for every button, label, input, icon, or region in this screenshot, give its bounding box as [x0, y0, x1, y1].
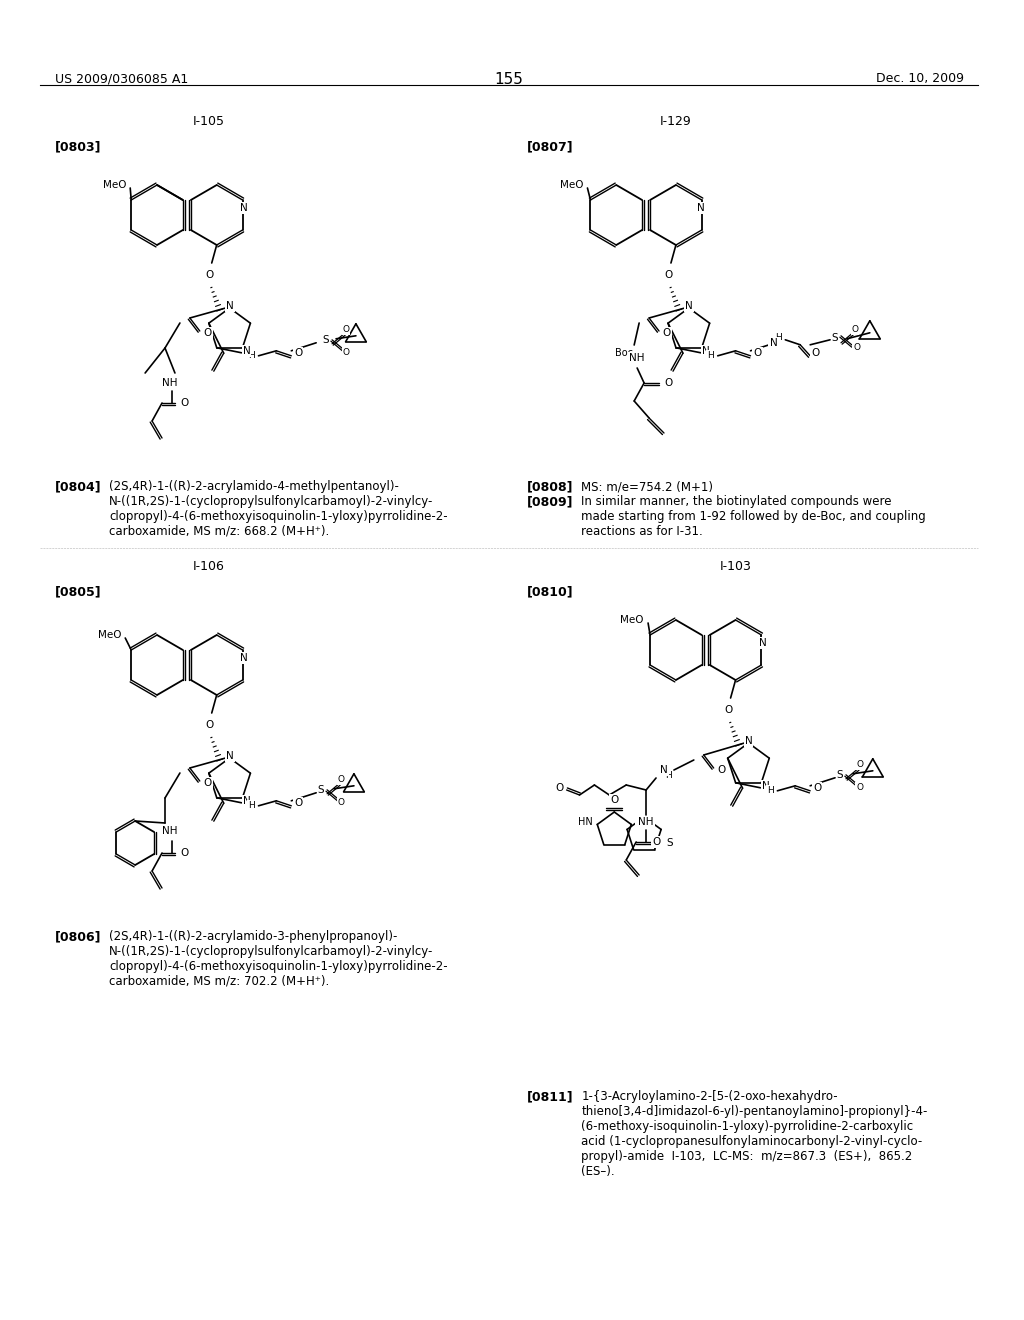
Text: O: O: [204, 327, 212, 338]
Text: [0804]: [0804]: [54, 480, 101, 492]
Text: [0810]: [0810]: [526, 585, 573, 598]
Text: MS: m/e=754.2 (M+1): MS: m/e=754.2 (M+1): [582, 480, 714, 492]
Text: H: H: [248, 801, 255, 810]
Text: O: O: [811, 347, 819, 358]
Text: S: S: [666, 838, 673, 847]
Text: [0808]: [0808]: [526, 480, 573, 492]
Text: N: N: [744, 737, 753, 746]
Text: MeO: MeO: [97, 630, 121, 640]
Text: H: H: [767, 787, 774, 795]
Text: N: N: [240, 203, 248, 213]
Text: O: O: [718, 766, 726, 775]
Text: 155: 155: [495, 73, 523, 87]
Text: I-103: I-103: [720, 560, 752, 573]
Text: N: N: [769, 338, 777, 347]
Text: O: O: [181, 399, 189, 408]
Text: O: O: [294, 797, 302, 808]
Text: O: O: [294, 347, 302, 358]
Text: I-129: I-129: [660, 115, 692, 128]
Text: S: S: [831, 333, 839, 343]
Text: Dec. 10, 2009: Dec. 10, 2009: [877, 73, 965, 84]
Text: H: H: [248, 351, 255, 360]
Text: O: O: [338, 775, 344, 784]
Text: NH: NH: [162, 826, 178, 836]
Text: [0806]: [0806]: [54, 931, 101, 942]
Text: N: N: [225, 751, 233, 762]
Text: [0803]: [0803]: [54, 140, 101, 153]
Text: N: N: [240, 653, 248, 663]
Text: O: O: [663, 327, 671, 338]
Text: O: O: [204, 777, 212, 788]
Text: O: O: [610, 795, 618, 805]
Text: NH: NH: [638, 817, 654, 828]
Text: O: O: [665, 271, 673, 280]
Text: O: O: [856, 783, 863, 792]
Text: US 2009/0306085 A1: US 2009/0306085 A1: [54, 73, 188, 84]
Text: [0805]: [0805]: [54, 585, 101, 598]
Text: O: O: [342, 325, 349, 334]
Text: Boc: Boc: [615, 348, 633, 358]
Text: O: O: [181, 847, 189, 858]
Text: N: N: [685, 301, 692, 312]
Text: S: S: [837, 770, 844, 780]
Text: O: O: [338, 799, 344, 808]
Text: NH: NH: [630, 352, 645, 363]
Text: N: N: [243, 346, 251, 356]
Text: N: N: [701, 346, 710, 356]
Text: H: H: [775, 333, 781, 342]
Text: O: O: [665, 378, 673, 388]
Text: 1-{3-Acryloylamino-2-[5-(2-oxo-hexahydro-
thieno[3,4-d]imidazol-6-yl)-pentanoyla: 1-{3-Acryloylamino-2-[5-(2-oxo-hexahydro…: [582, 1090, 928, 1177]
Text: NH: NH: [636, 817, 651, 828]
Text: I-106: I-106: [193, 560, 224, 573]
Text: MeO: MeO: [560, 180, 584, 190]
Text: O: O: [851, 325, 858, 334]
Text: MeO: MeO: [621, 615, 644, 624]
Text: O: O: [856, 760, 863, 770]
Text: H: H: [666, 771, 673, 780]
Text: O: O: [555, 783, 564, 793]
Text: O: O: [754, 347, 762, 358]
Text: NH: NH: [162, 378, 178, 388]
Text: O: O: [724, 705, 733, 715]
Text: (2S,4R)-1-((R)-2-acrylamido-4-methylpentanoyl)-
N-((1R,2S)-1-(cyclopropylsulfony: (2S,4R)-1-((R)-2-acrylamido-4-methylpent…: [110, 480, 447, 539]
Text: [0807]: [0807]: [526, 140, 573, 153]
Text: S: S: [323, 335, 330, 345]
Text: N: N: [225, 301, 233, 312]
Text: O: O: [813, 783, 821, 793]
Text: N: N: [660, 766, 668, 775]
Text: H: H: [708, 351, 714, 360]
Text: O: O: [652, 837, 660, 847]
Text: N: N: [759, 638, 766, 648]
Text: S: S: [317, 785, 325, 795]
Text: [0811]: [0811]: [526, 1090, 573, 1104]
Text: N: N: [243, 796, 251, 805]
Text: I-105: I-105: [193, 115, 224, 128]
Text: HN: HN: [578, 817, 593, 828]
Text: MeO: MeO: [102, 180, 126, 190]
Text: O: O: [853, 343, 860, 352]
Text: (2S,4R)-1-((R)-2-acrylamido-3-phenylpropanoyl)-
N-((1R,2S)-1-(cyclopropylsulfony: (2S,4R)-1-((R)-2-acrylamido-3-phenylprop…: [110, 931, 447, 987]
Text: O: O: [206, 271, 214, 280]
Text: N: N: [762, 781, 769, 791]
Text: O: O: [342, 348, 349, 358]
Text: O: O: [206, 719, 214, 730]
Text: [0809]: [0809]: [526, 495, 573, 508]
Text: N: N: [697, 203, 705, 213]
Text: In similar manner, the biotinylated compounds were
made starting from 1-92 follo: In similar manner, the biotinylated comp…: [582, 495, 927, 539]
